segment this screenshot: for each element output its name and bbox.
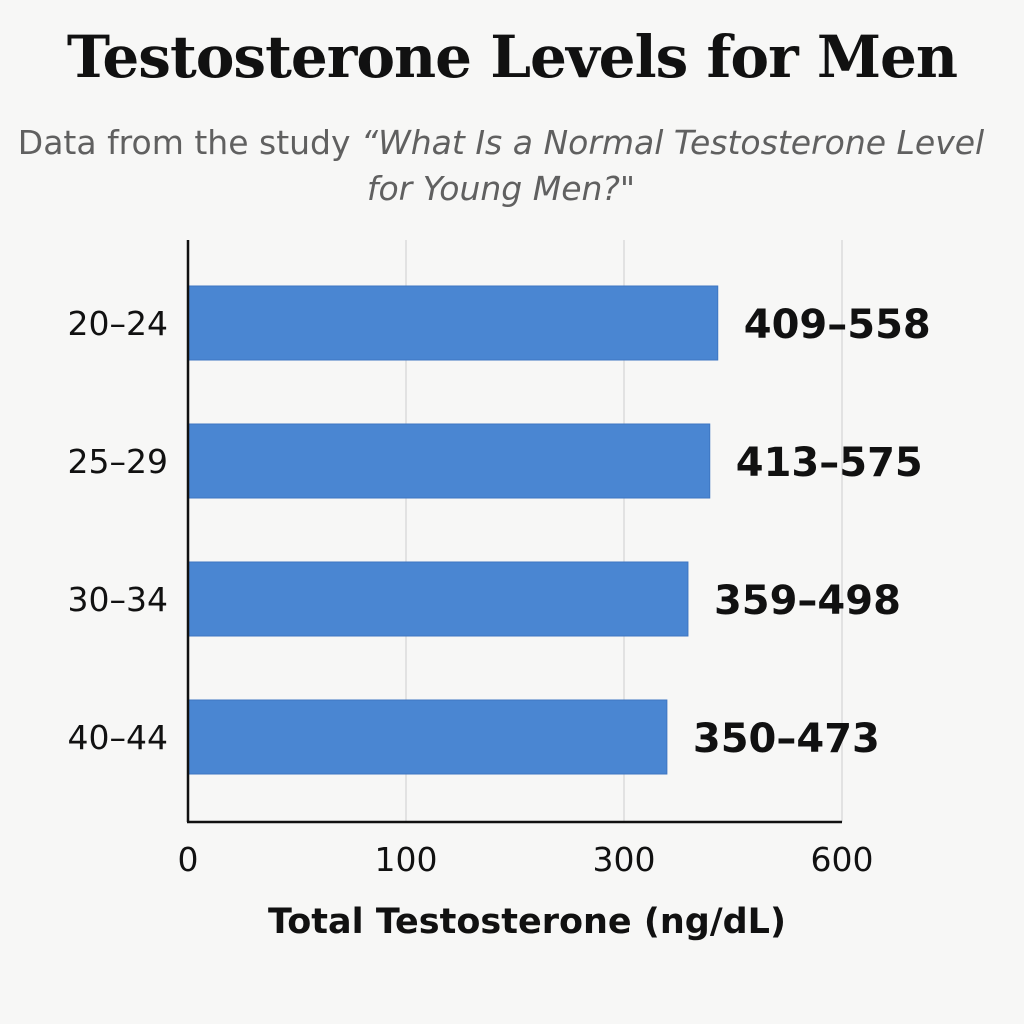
chart-title: Testosterone Levels for Men — [66, 23, 958, 91]
category-label: 40–44 — [68, 718, 168, 757]
labels: 20–24 409–558 25–29 413–575 30–34 359–498 40–4… — [68, 302, 931, 879]
bar — [187, 699, 668, 775]
data-label: 350–473 — [693, 716, 880, 762]
x-axis-title: Total Testosterone (ng/dL) — [268, 902, 786, 942]
axes — [186, 240, 842, 824]
x-tick-label: 300 — [593, 840, 656, 879]
subtitle-study-title: “What Is a Normal Testosterone Level for… — [361, 123, 985, 208]
subtitle-prefix: Data from the study — [17, 123, 351, 162]
bar — [187, 423, 711, 499]
bar — [187, 285, 719, 361]
data-label: 413–575 — [736, 440, 923, 486]
data-label: 409–558 — [744, 302, 931, 348]
category-label: 20–24 — [68, 304, 168, 343]
bar — [187, 561, 689, 637]
chart-subtitle: Data from the study “What Is a Normal Te… — [0, 120, 1002, 212]
bars — [187, 285, 719, 775]
x-tick-label: 600 — [811, 840, 874, 879]
data-label: 359–498 — [714, 578, 901, 624]
category-label: 25–29 — [68, 442, 168, 481]
x-tick-label: 0 — [178, 840, 199, 879]
category-label: 30–34 — [68, 580, 168, 619]
x-tick-label: 100 — [375, 840, 438, 879]
